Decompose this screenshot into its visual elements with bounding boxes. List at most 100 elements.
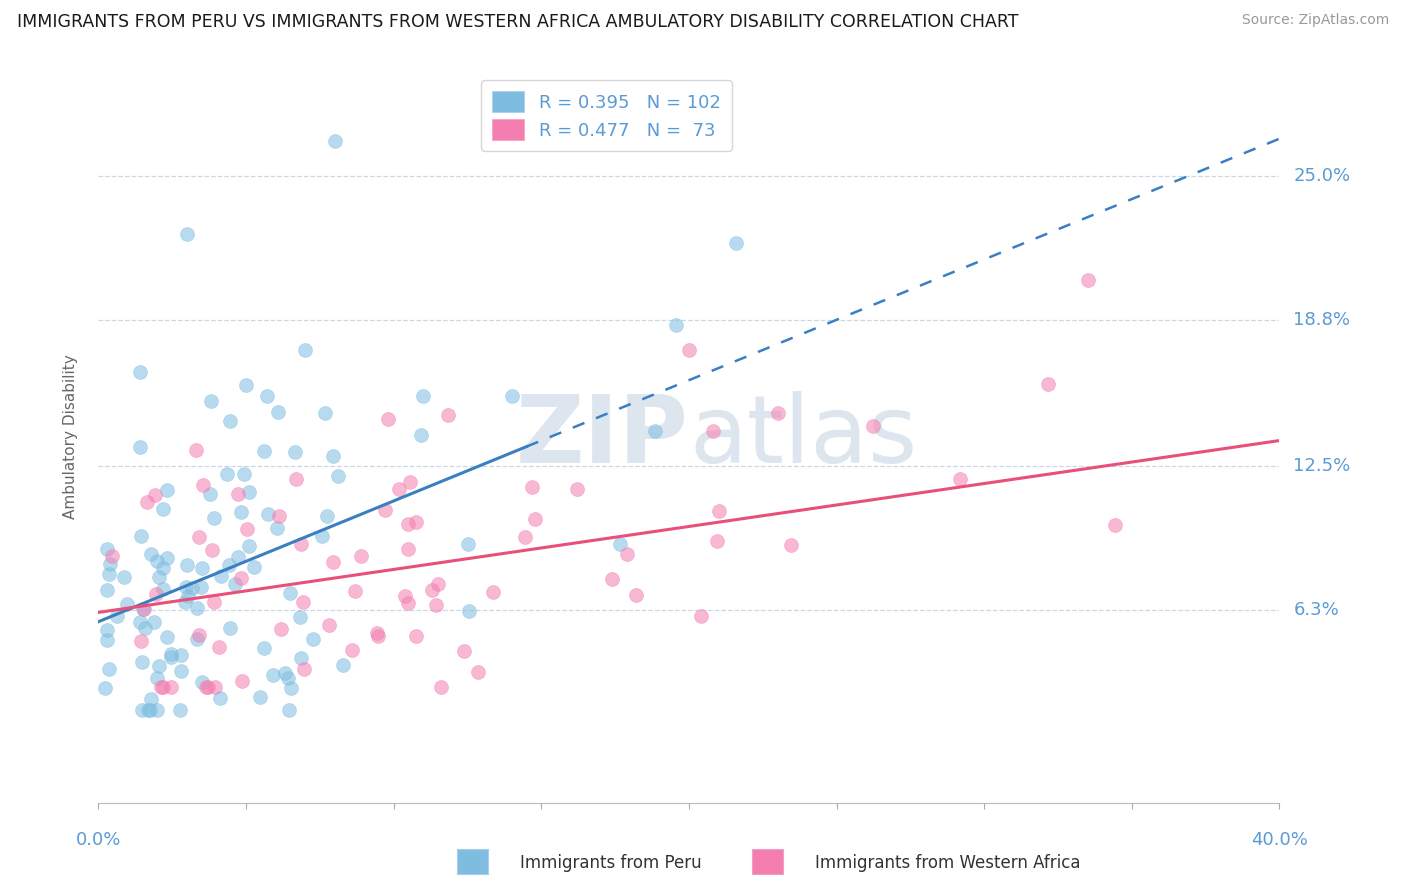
Point	[177, 589, 200, 603]
Point	[134, 621, 156, 635]
Y-axis label: Ambulatory Disability: Ambulatory Disability	[63, 355, 77, 519]
Point	[136, 703, 159, 717]
Point	[425, 598, 447, 612]
Point	[204, 680, 226, 694]
Point	[176, 580, 198, 594]
Point	[724, 235, 747, 250]
Point	[266, 521, 288, 535]
Point	[862, 419, 884, 434]
Point	[200, 393, 222, 408]
Point	[394, 590, 416, 604]
Point	[616, 547, 638, 561]
Point	[160, 647, 183, 661]
Point	[202, 595, 225, 609]
Point	[332, 657, 354, 672]
Point	[457, 536, 479, 550]
Point	[249, 690, 271, 705]
Point	[181, 581, 204, 595]
Point	[367, 629, 389, 643]
Point	[98, 662, 121, 676]
Point	[396, 541, 419, 556]
Point	[101, 549, 124, 564]
Point	[278, 703, 301, 717]
Text: Source: ZipAtlas.com: Source: ZipAtlas.com	[1241, 13, 1389, 28]
Point	[702, 424, 724, 438]
Point	[314, 406, 336, 420]
Point	[186, 632, 208, 646]
Point	[170, 665, 193, 679]
Text: Immigrants from Western Africa: Immigrants from Western Africa	[815, 855, 1081, 872]
Point	[302, 632, 325, 646]
Point	[426, 576, 449, 591]
Point	[242, 560, 264, 574]
Point	[156, 483, 179, 498]
Point	[709, 504, 731, 518]
Point	[208, 691, 231, 706]
Point	[350, 549, 373, 563]
Text: IMMIGRANTS FROM PERU VS IMMIGRANTS FROM WESTERN AFRICA AMBULATORY DISABILITY COR: IMMIGRANTS FROM PERU VS IMMIGRANTS FROM …	[17, 13, 1018, 31]
Point	[146, 671, 169, 685]
Point	[366, 626, 388, 640]
Point	[467, 665, 489, 679]
Point	[256, 389, 278, 403]
Point	[228, 550, 250, 565]
Point	[139, 547, 162, 561]
Text: atlas: atlas	[689, 391, 917, 483]
Point	[129, 633, 152, 648]
Point	[501, 389, 523, 403]
Point	[229, 505, 252, 519]
Point	[219, 621, 242, 635]
Point	[235, 522, 257, 536]
Point	[253, 640, 276, 655]
Point	[624, 588, 647, 602]
Point	[93, 681, 115, 696]
Point	[146, 553, 169, 567]
Point	[482, 585, 505, 599]
Point	[176, 227, 198, 241]
Point	[430, 680, 453, 694]
Point	[235, 377, 257, 392]
Point	[665, 318, 688, 333]
Point	[284, 445, 307, 459]
Point	[278, 586, 301, 600]
Point	[193, 478, 215, 492]
Point	[195, 680, 218, 694]
Point	[209, 569, 232, 583]
Point	[186, 601, 208, 615]
Point	[218, 558, 240, 572]
Point	[405, 515, 427, 529]
Point	[152, 502, 174, 516]
Point	[149, 680, 172, 694]
Point	[148, 659, 170, 673]
Point	[409, 427, 432, 442]
Legend: R = 0.395   N = 102, R = 0.477   N =  73: R = 0.395 N = 102, R = 0.477 N = 73	[481, 80, 731, 151]
Point	[322, 450, 344, 464]
Point	[524, 512, 547, 526]
Point	[96, 624, 118, 638]
Point	[567, 482, 589, 496]
Point	[318, 617, 340, 632]
Point	[388, 482, 411, 496]
Point	[208, 640, 231, 654]
Point	[280, 681, 302, 695]
Point	[145, 587, 167, 601]
Point	[323, 134, 346, 148]
Point	[231, 674, 253, 689]
Text: 12.5%: 12.5%	[1294, 457, 1351, 475]
Point	[188, 530, 211, 544]
Point	[374, 503, 396, 517]
Point	[315, 508, 337, 523]
Point	[134, 602, 156, 616]
Text: 6.3%: 6.3%	[1294, 601, 1339, 619]
Point	[139, 692, 162, 706]
Point	[779, 538, 801, 552]
Point	[420, 582, 443, 597]
Point	[129, 365, 152, 379]
Point	[1077, 273, 1099, 287]
Point	[311, 529, 333, 543]
Text: 25.0%: 25.0%	[1294, 167, 1351, 185]
Point	[238, 539, 260, 553]
Text: 18.8%: 18.8%	[1294, 310, 1350, 329]
Point	[405, 629, 427, 643]
Point	[156, 551, 179, 566]
